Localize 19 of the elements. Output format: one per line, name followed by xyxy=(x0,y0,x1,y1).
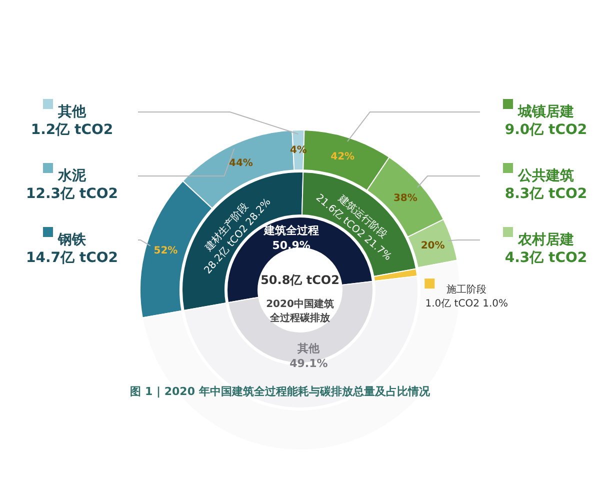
text: 52% xyxy=(154,245,178,256)
legend-label: 城镇居建 xyxy=(517,104,574,120)
data-label: 4.3亿 tCO2 xyxy=(504,250,588,266)
legend-label: 其他 xyxy=(57,104,87,120)
legend-label: 水泥 xyxy=(57,168,87,184)
text: 44% xyxy=(229,158,253,170)
data-label: 14.7亿 tCO2 xyxy=(26,250,118,266)
data-label: 1.2亿 tCO2 xyxy=(30,122,114,138)
slice-label: 建筑全过程 xyxy=(262,224,319,238)
legend-label: 公共建筑 xyxy=(517,168,574,184)
legend-label: 农村居建 xyxy=(517,232,574,248)
legend-label: 钢铁 xyxy=(57,232,87,248)
data-label: 50.9% xyxy=(272,239,310,252)
data-label: 12.3亿 tCO2 xyxy=(26,186,118,202)
text: 38% xyxy=(393,192,418,204)
text: 20% xyxy=(420,240,445,252)
data-label: 9.0亿 tCO2 xyxy=(504,122,588,138)
data-label: 8.3亿 tCO2 xyxy=(504,186,588,202)
text: 42% xyxy=(330,152,355,163)
